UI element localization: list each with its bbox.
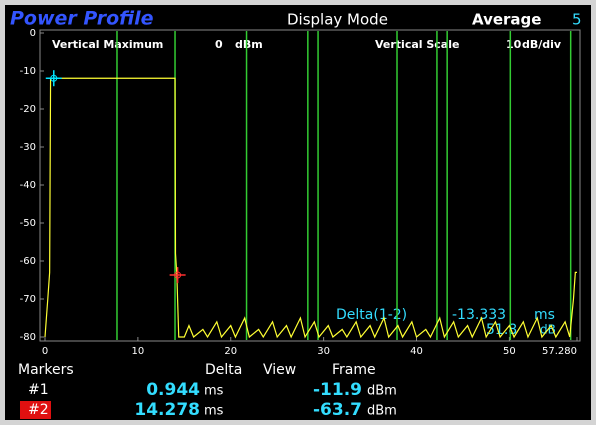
y-tick-label: -50 (20, 218, 36, 229)
x-tick-label: 50 (503, 346, 516, 357)
marker-label: #2 (28, 402, 49, 418)
selected-marker-bg[interactable] (20, 401, 51, 419)
y-tick-label: -40 (20, 180, 36, 191)
x-tick-label: 0 (42, 346, 48, 357)
vscale-unit: dB/div (522, 38, 562, 51)
marker-level-unit: dBm (367, 404, 397, 419)
average-label: Average (472, 11, 541, 29)
y-tick-label: -60 (20, 256, 36, 267)
x-tick-label: 20 (224, 346, 237, 357)
y-tick-label: -20 (20, 104, 36, 115)
x-tick-label: 30 (317, 346, 330, 357)
marker-time: 14.278 (134, 400, 200, 420)
vscale-label: Vertical Scale (375, 38, 459, 51)
marker-time: 0.944 (146, 380, 200, 400)
x-tick-label: 57.280 (542, 346, 577, 357)
marker-ring (50, 74, 58, 82)
marker-level-unit: dBm (367, 384, 397, 399)
marker-level: -11.9 (313, 380, 362, 400)
y-tick-label: -30 (20, 142, 36, 153)
marker-label: #1 (28, 382, 49, 398)
panel-header: Markers (18, 362, 74, 378)
panel-header: Frame (332, 362, 376, 378)
delta-time-unit: ms (534, 307, 555, 323)
y-tick-label: -10 (20, 66, 36, 77)
delta-time: -13.333 (452, 307, 506, 323)
display-mode: Display Mode (287, 11, 388, 29)
marker-level: -63.7 (313, 400, 362, 420)
vmax-label: Vertical Maximum (52, 38, 163, 51)
vmax-unit: dBm (235, 38, 263, 51)
panel-header: View (263, 362, 296, 378)
marker-time-unit: ms (204, 404, 224, 419)
vscale-value: 10 (506, 38, 522, 51)
delta-label: Delta(1-2) (336, 307, 407, 323)
marker-time-unit: ms (204, 384, 224, 399)
y-tick-label: -70 (20, 294, 36, 305)
trace (44, 77, 577, 339)
marker-ring (174, 271, 182, 279)
vmax-value: 0 (215, 38, 223, 51)
y-tick-label: 0 (30, 28, 36, 39)
title: Power Profile (10, 8, 154, 30)
y-tick-label: -80 (20, 332, 36, 343)
x-tick-label: 40 (410, 346, 423, 357)
display (5, 5, 591, 420)
average-value: 5 (572, 11, 582, 29)
panel-header: Delta (205, 362, 242, 378)
x-tick-label: 10 (132, 346, 145, 357)
